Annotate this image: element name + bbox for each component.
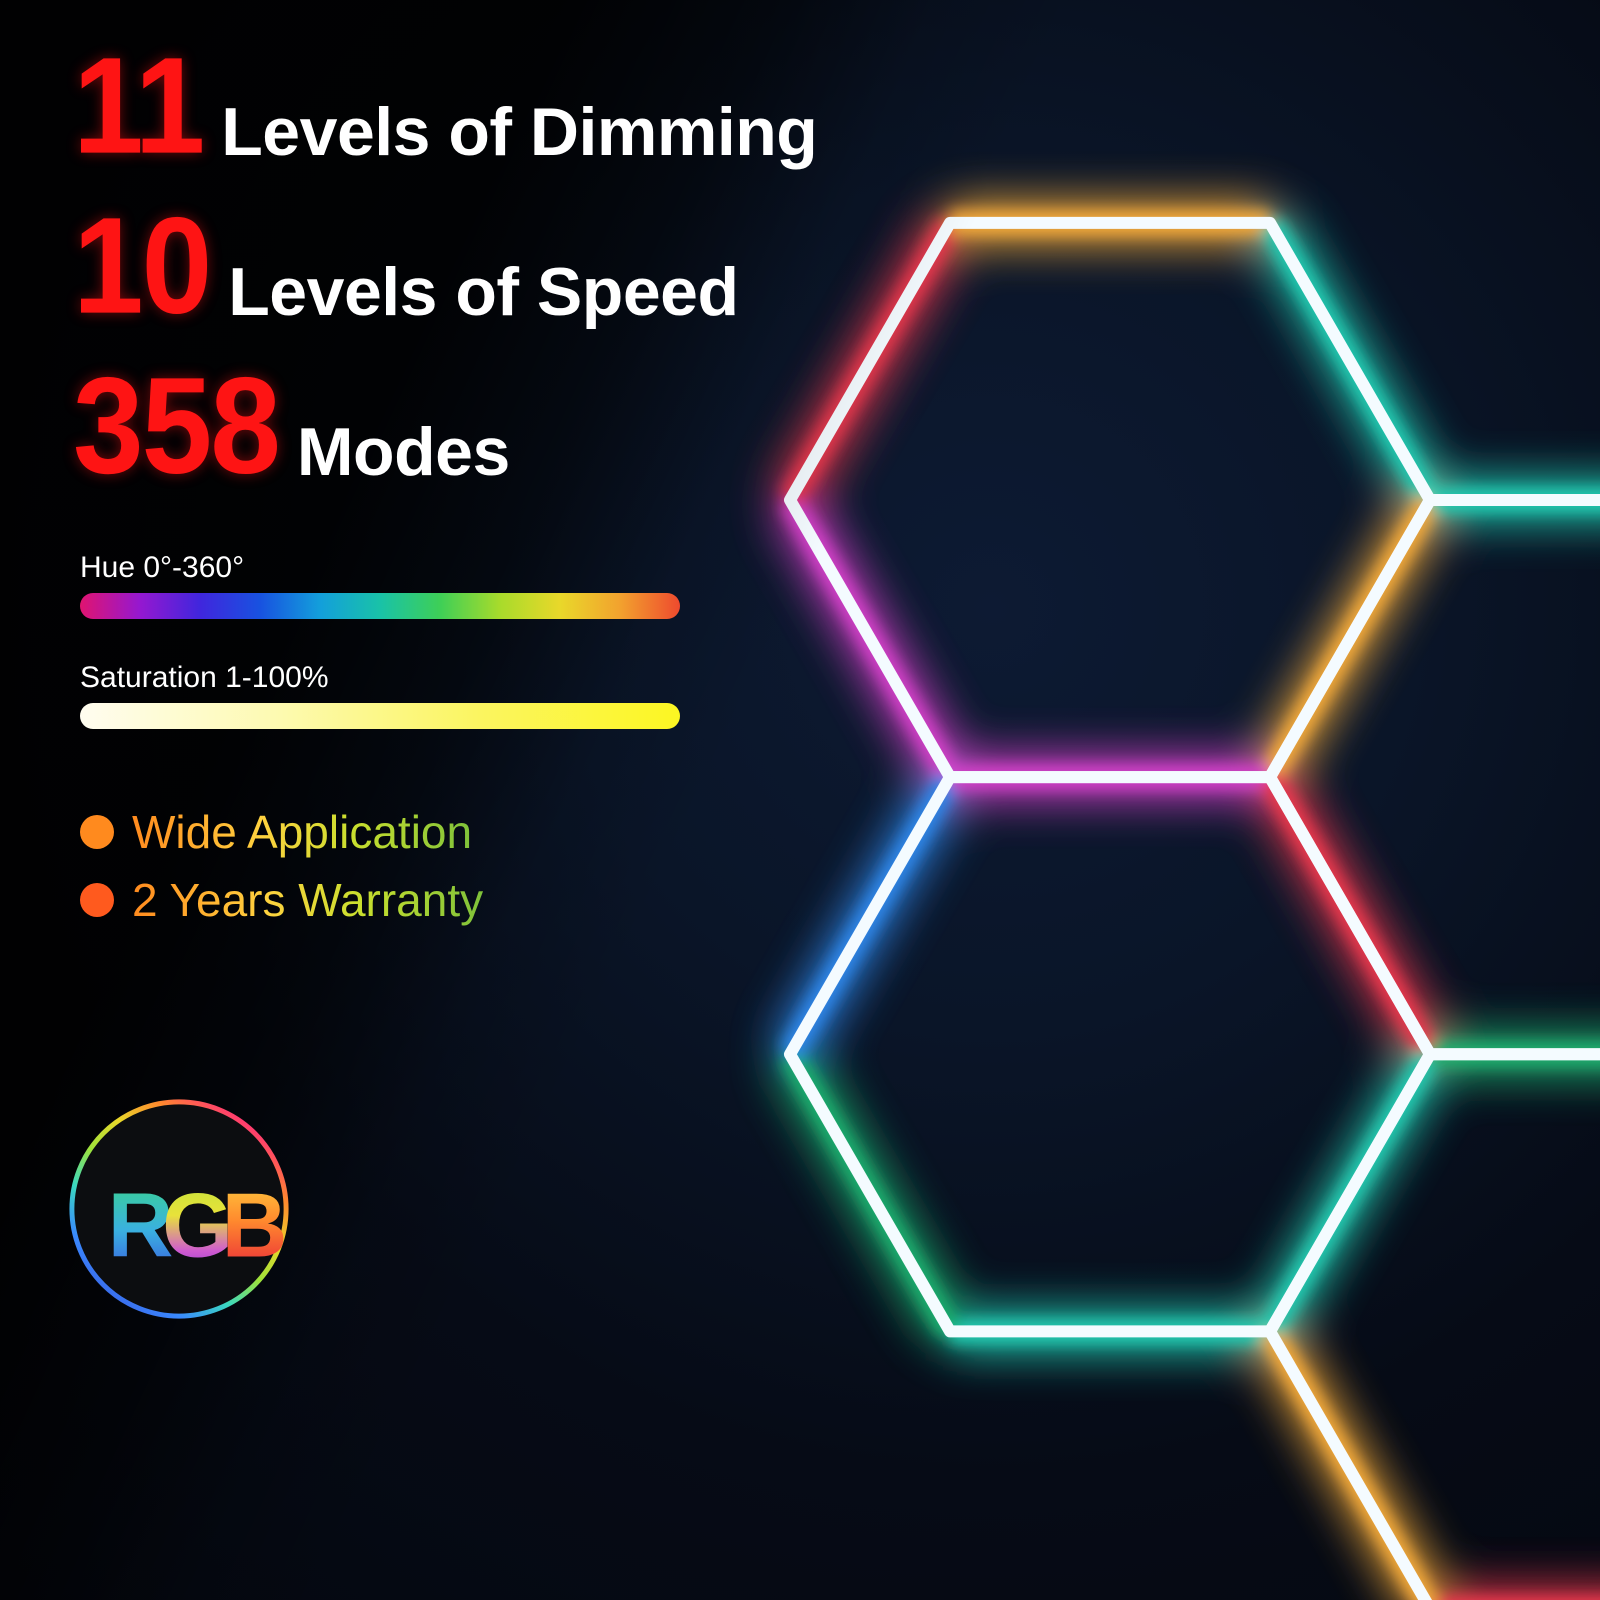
svg-text:B: B (222, 1175, 288, 1277)
